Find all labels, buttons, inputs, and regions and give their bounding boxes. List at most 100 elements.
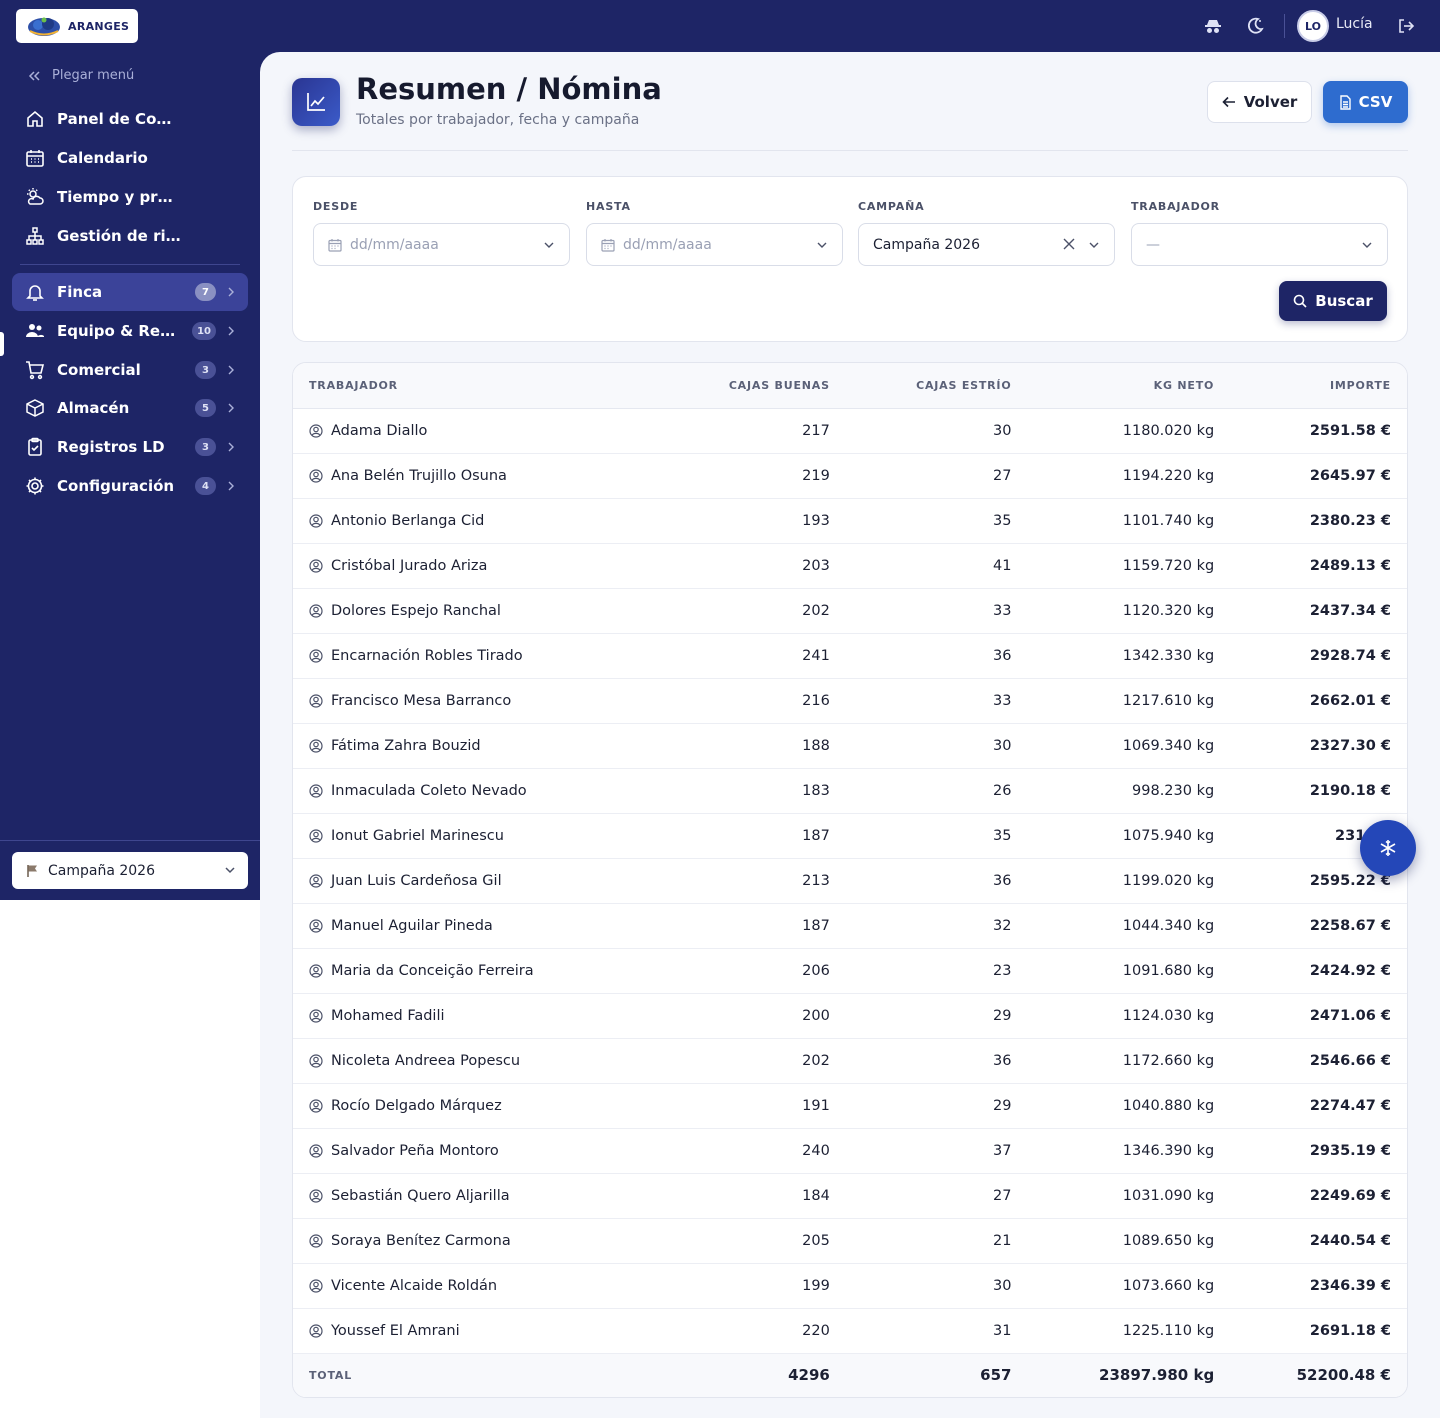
trabajador-select-value: — [1146,236,1160,253]
desde-date-input[interactable]: dd/mm/aaaa [313,223,570,266]
sidebar-item-tiempo[interactable]: Tiempo y previsión [12,178,248,216]
cajas-buenas-cell: 187 [802,827,830,844]
user-circle-icon [309,873,323,888]
cajas-estrio-cell: 29 [993,1007,1012,1024]
clear-icon[interactable] [1062,237,1076,251]
spy-mode-icon[interactable] [1201,14,1225,38]
kg-neto-cell: 1346.390 kg [1122,1142,1215,1159]
sidebar-item-calendario[interactable]: Calendario [12,139,248,177]
cajas-buenas-cell: 183 [802,782,830,799]
sidebar-item-almacen[interactable]: Almacén 5 [12,389,248,427]
cajas-estrio-cell: 31 [993,1322,1012,1339]
table-row[interactable]: Cristóbal Jurado Ariza 203 41 1159.720 kg 24… [293,543,1407,588]
column-header[interactable]: KG NETO [1027,363,1231,409]
table-row[interactable]: Francisco Mesa Barranco 216 33 1217.610 kg 2… [293,678,1407,723]
worker-cell-content: Maria da Conceição Ferreira [309,963,656,979]
table-row[interactable]: Salvador Peña Montoro 240 37 1346.390 kg 293… [293,1128,1407,1173]
cajas-buenas-cell: 193 [802,512,830,529]
hasta-date-input[interactable]: dd/mm/aaaa [586,223,843,266]
worker-cell-content: Ana Belén Trujillo Osuna [309,468,656,484]
table-row[interactable]: Vicente Alcaide Roldán 199 30 1073.660 kg 23… [293,1263,1407,1308]
cajas-buenas-cell: 216 [802,692,830,709]
avatar[interactable]: LO [1297,10,1329,42]
worker-cell-content: Salvador Peña Montoro [309,1143,656,1159]
count-badge: 10 [192,322,216,340]
floating-action-button[interactable] [1360,820,1416,876]
user-circle-icon [309,648,323,663]
sidebar-item-registros[interactable]: Registros LD 3 [12,428,248,466]
calendar-icon [601,238,615,252]
cajas-estrio-cell: 35 [993,512,1012,529]
column-header[interactable]: CAJAS ESTRÍO [845,363,1028,409]
sidebar-item-configuracion[interactable]: Configuración 4 [12,467,248,505]
calendar-icon [24,147,46,169]
csv-export-button[interactable]: CSV [1323,81,1408,123]
user-circle-icon [309,693,323,708]
user-circle-icon [309,1278,323,1293]
importe-cell: 2662.01 € [1309,692,1391,709]
search-button[interactable]: Buscar [1279,281,1387,321]
cajas-buenas-cell: 220 [802,1322,830,1339]
logout-icon[interactable] [1394,14,1418,38]
campaign-select[interactable]: Campaña 2026 [12,852,248,889]
worker-name-cell: Maria da Conceição Ferreira [293,948,672,993]
column-header[interactable]: CAJAS BUENAS [672,363,846,409]
worker-name: Cristóbal Jurado Ariza [331,557,488,574]
column-header[interactable]: TRABAJADOR [293,363,673,409]
cajas-estrio-cell: 21 [993,1232,1012,1249]
sidebar-item-label: Comercial [57,361,141,379]
worker-name-cell: Vicente Alcaide Roldán [293,1263,672,1308]
table-row[interactable]: Dolores Espejo Ranchal 202 33 1120.320 kg 24… [293,588,1407,633]
top-bar: ARANGES LO Lucía [0,0,1440,52]
cajas-buenas-cell: 203 [802,557,830,574]
importe-cell: 2437.34 € [1309,602,1391,619]
cart-icon [24,359,46,381]
table-row[interactable]: Maria da Conceição Ferreira 206 23 1091.680… [293,948,1407,993]
worker-name-cell: Antonio Berlanga Cid [293,498,672,543]
sidebar-item-finca[interactable]: Finca 7 [12,273,248,311]
table-row[interactable]: Adama Diallo 217 30 1180.020 kg 2591.58 € [293,408,1407,453]
kg-neto-cell: 1342.330 kg [1122,647,1215,664]
sidebar-item-comercial[interactable]: Comercial 3 [12,351,248,389]
table-row[interactable]: Youssef El Amrani 220 31 1225.110 kg 2691.18… [293,1308,1407,1353]
back-button[interactable]: Volver [1207,81,1312,123]
table-row[interactable]: Mohamed Fadili 200 29 1124.030 kg 2471.06 € [293,993,1407,1038]
dark-mode-icon[interactable] [1243,14,1267,38]
table-row[interactable]: Sebastián Quero Aljarilla 184 27 1031.090 k… [293,1173,1407,1218]
cajas-estrio-cell: 30 [993,1277,1012,1294]
worker-cell-content: Encarnación Robles Tirado [309,648,656,664]
table-row[interactable]: Rocío Delgado Márquez 191 29 1040.880 kg 227… [293,1083,1407,1128]
table-row[interactable]: Nicoleta Andreea Popescu 202 36 1172.660 kg… [293,1038,1407,1083]
table-row[interactable]: Encarnación Robles Tirado 241 36 1342.330 k… [293,633,1407,678]
table-row[interactable]: Antonio Berlanga Cid 193 35 1101.740 kg 2380… [293,498,1407,543]
kg-neto-cell: 1091.680 kg [1122,962,1215,979]
table-row[interactable]: Fátima Zahra Bouzid 188 30 1069.340 kg 2327.… [293,723,1407,768]
cajas-estrio-cell: 27 [993,467,1012,484]
sidebar-item-riego[interactable]: Gestión de riego [12,217,248,255]
sidebar-item-panel-de-control[interactable]: Panel de Control [12,100,248,138]
cajas-buenas-cell: 241 [802,647,830,664]
worker-name: Salvador Peña Montoro [331,1142,499,1159]
user-circle-icon [309,1143,323,1158]
campana-select[interactable]: Campaña 2026 [858,223,1115,266]
kg-neto-cell: 998.230 kg [1132,782,1215,799]
table-row[interactable]: Inmaculada Coleto Nevado 183 26 998.230 kg 2… [293,768,1407,813]
table-row[interactable]: Juan Luis Cardeñosa Gil 213 36 1199.020 kg 2… [293,858,1407,903]
worker-cell-content: Youssef El Amrani [309,1323,656,1339]
table-row[interactable]: Soraya Benítez Carmona 205 21 1089.650 kg 24… [293,1218,1407,1263]
app-logo[interactable]: ARANGES [16,9,138,43]
table-row[interactable]: Manuel Aguilar Pineda 187 32 1044.340 kg 225… [293,903,1407,948]
worker-name: Juan Luis Cardeñosa Gil [331,872,502,889]
sidebar-item-equipo[interactable]: Equipo & Rec... 10 [12,312,248,350]
table-row[interactable]: Ana Belén Trujillo Osuna 219 27 1194.220 kg… [293,453,1407,498]
cajas-buenas-cell: 191 [802,1097,830,1114]
chevron-right-icon [228,365,234,375]
count-badge: 3 [195,361,216,379]
trabajador-select[interactable]: — [1131,223,1388,266]
user-name[interactable]: Lucía [1336,16,1373,32]
flag-icon [27,864,37,877]
column-header[interactable]: IMPORTE [1230,363,1407,409]
cajas-buenas-cell: 219 [802,467,830,484]
collapse-menu-button[interactable]: Plegar menú [28,68,134,83]
